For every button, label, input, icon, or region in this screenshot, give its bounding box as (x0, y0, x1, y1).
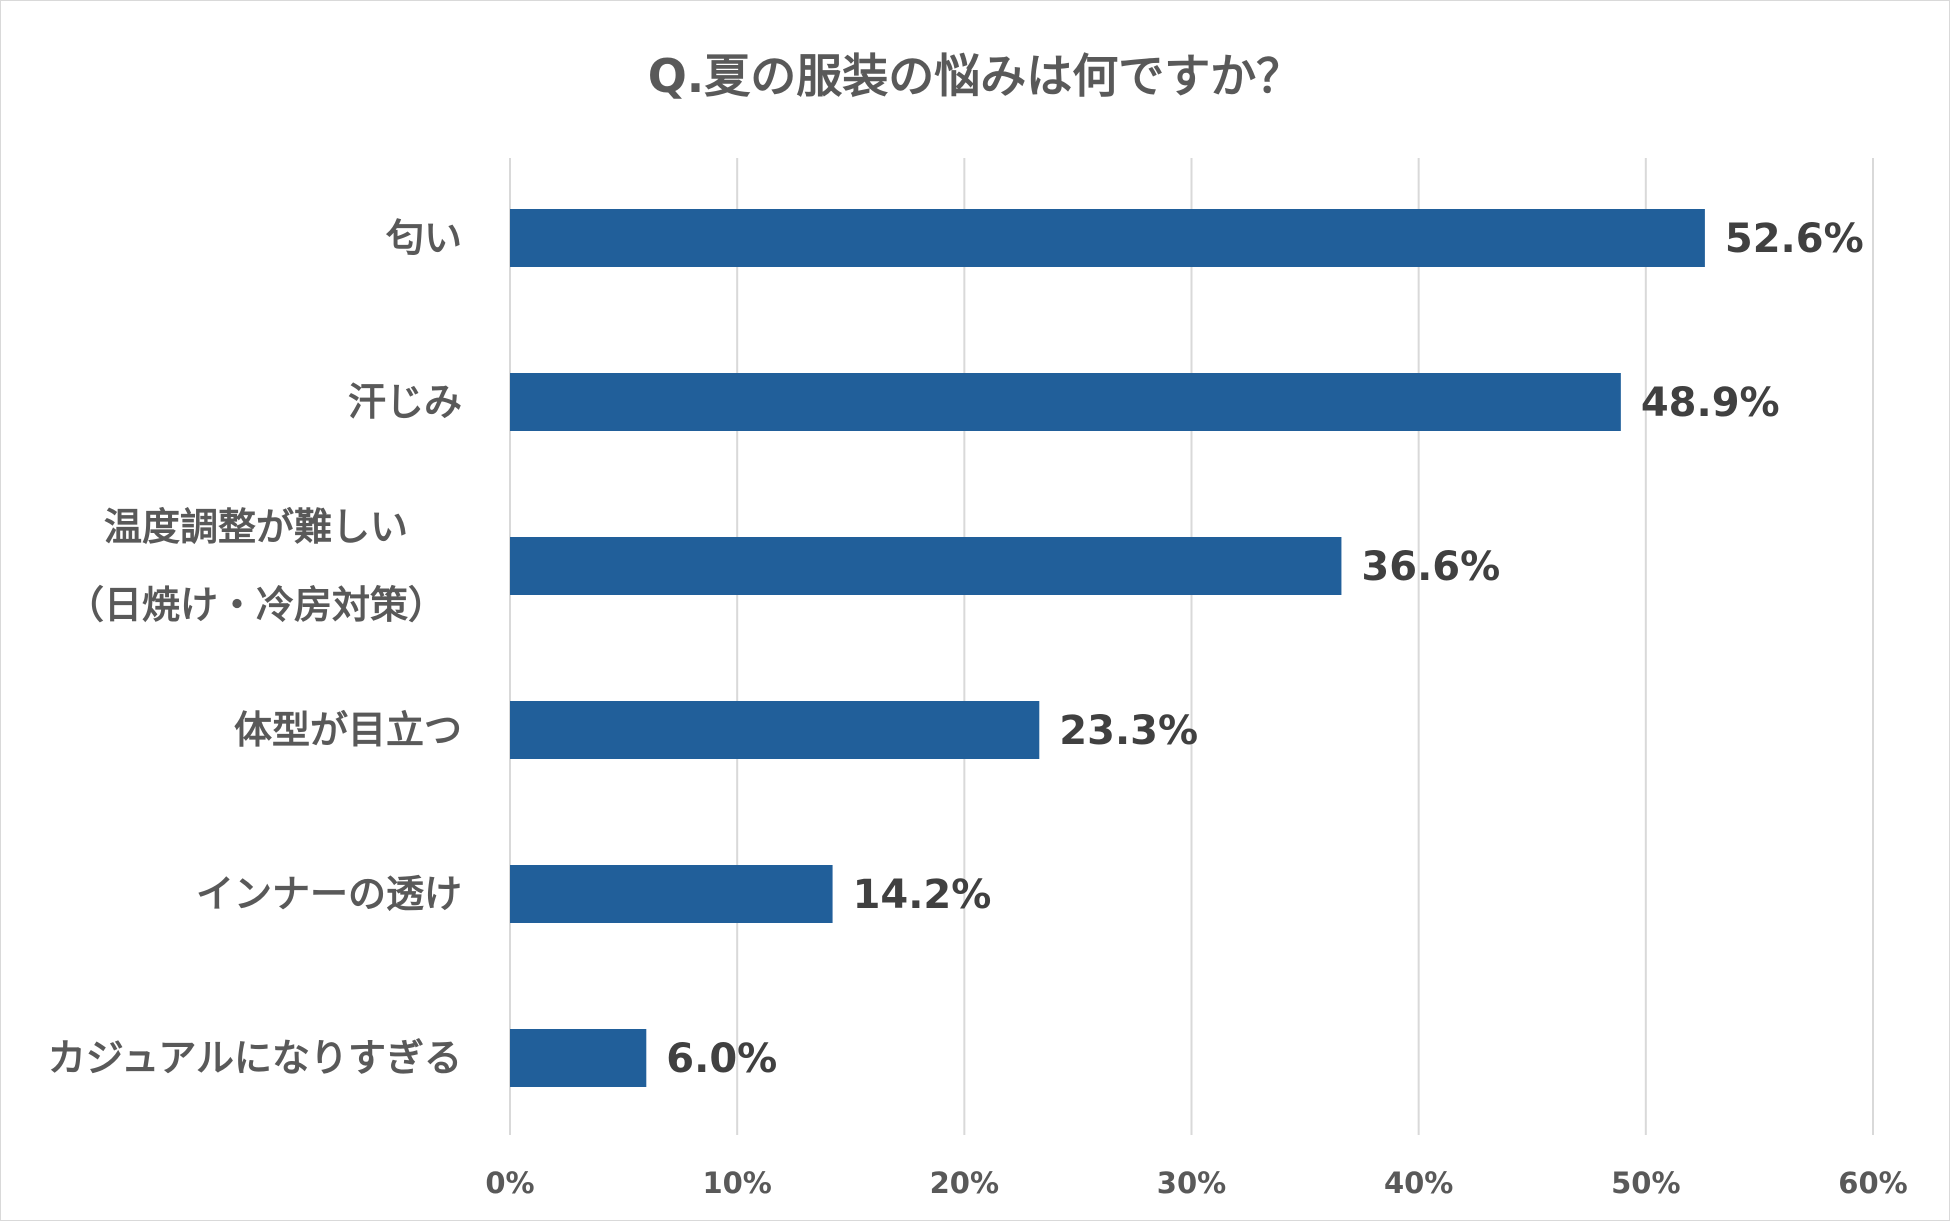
data-label: 23.3% (1059, 708, 1198, 754)
x-tick-label: 30% (1157, 1166, 1226, 1200)
category-label: 汗じみ (348, 380, 462, 424)
chart-title: Q.夏の服装の悩みは何ですか？ (647, 49, 1303, 103)
category-label: インナーの透け (196, 872, 462, 916)
category-label: 温度調整が難しい (104, 505, 408, 549)
bar (510, 373, 1621, 431)
x-tick-label: 60% (1838, 1166, 1907, 1200)
category-label: 匂い (385, 216, 462, 260)
x-tick-label: 20% (930, 1166, 999, 1200)
x-tick-label: 50% (1611, 1166, 1680, 1200)
bar (510, 701, 1040, 759)
category-label: カジュアルになりすぎる (48, 1036, 462, 1080)
data-label: 36.6% (1361, 544, 1500, 590)
bar (510, 865, 833, 923)
data-label: 48.9% (1641, 380, 1780, 426)
x-tick-label: 0% (485, 1166, 534, 1200)
bar (510, 537, 1342, 595)
bar (510, 209, 1705, 267)
data-label: 52.6% (1725, 216, 1864, 262)
bar (510, 1029, 647, 1087)
x-tick-label: 40% (1384, 1166, 1453, 1200)
x-tick-label: 10% (702, 1166, 771, 1200)
data-label: 6.0% (666, 1036, 777, 1082)
category-label: （日焼け・冷房対策） (66, 583, 446, 627)
category-label: 体型が目立つ (234, 708, 462, 752)
data-label: 14.2% (853, 872, 992, 918)
